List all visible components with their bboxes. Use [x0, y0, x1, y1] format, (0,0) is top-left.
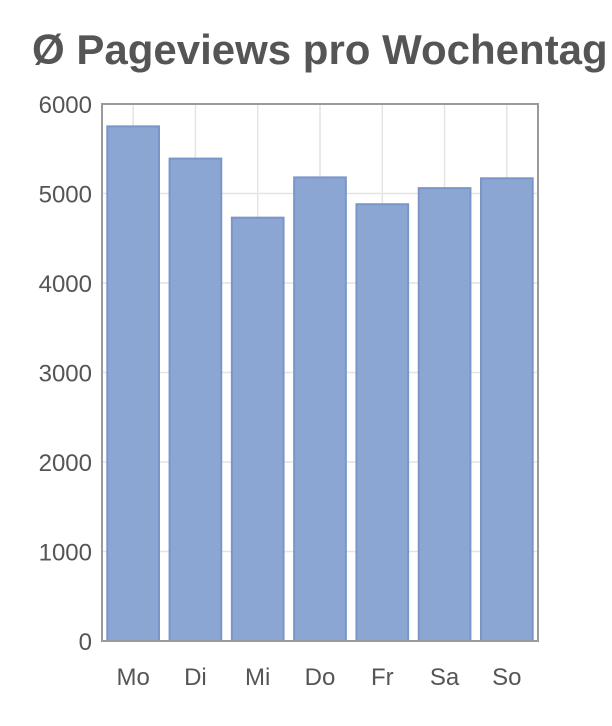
- x-tick-label: Sa: [430, 664, 460, 691]
- x-tick-label: So: [492, 664, 521, 691]
- bar-so: [480, 177, 534, 642]
- x-tick-label: Di: [184, 664, 207, 691]
- y-tick-label: 6000: [39, 92, 92, 119]
- y-tick-label: 4000: [39, 271, 92, 298]
- y-tick-label: 0: [79, 629, 92, 656]
- bar-mo: [106, 125, 160, 642]
- plot-frame: [101, 103, 539, 642]
- bar-fr: [355, 203, 410, 643]
- y-tick-label: 3000: [39, 361, 92, 388]
- x-axis-ticks: Mo Di Mi Do Fr Sa So: [116, 664, 521, 691]
- y-tick-label: 5000: [39, 182, 92, 209]
- bar-di: [168, 157, 223, 642]
- x-tick-label: Do: [305, 664, 336, 691]
- x-tick-label: Mi: [245, 664, 270, 691]
- y-tick-label: 1000: [39, 540, 92, 567]
- y-axis-ticks: 0 1000 2000 3000 4000 5000 6000: [39, 92, 92, 656]
- chart-title: Ø Pageviews pro Wochentag: [32, 26, 608, 73]
- bars: [106, 125, 534, 643]
- bar-mi: [230, 216, 285, 642]
- x-tick-label: Fr: [371, 664, 394, 691]
- bar-sa: [417, 187, 472, 642]
- x-tick-label: Mo: [116, 664, 149, 691]
- bar-do: [293, 176, 347, 642]
- y-tick-label: 2000: [39, 450, 92, 477]
